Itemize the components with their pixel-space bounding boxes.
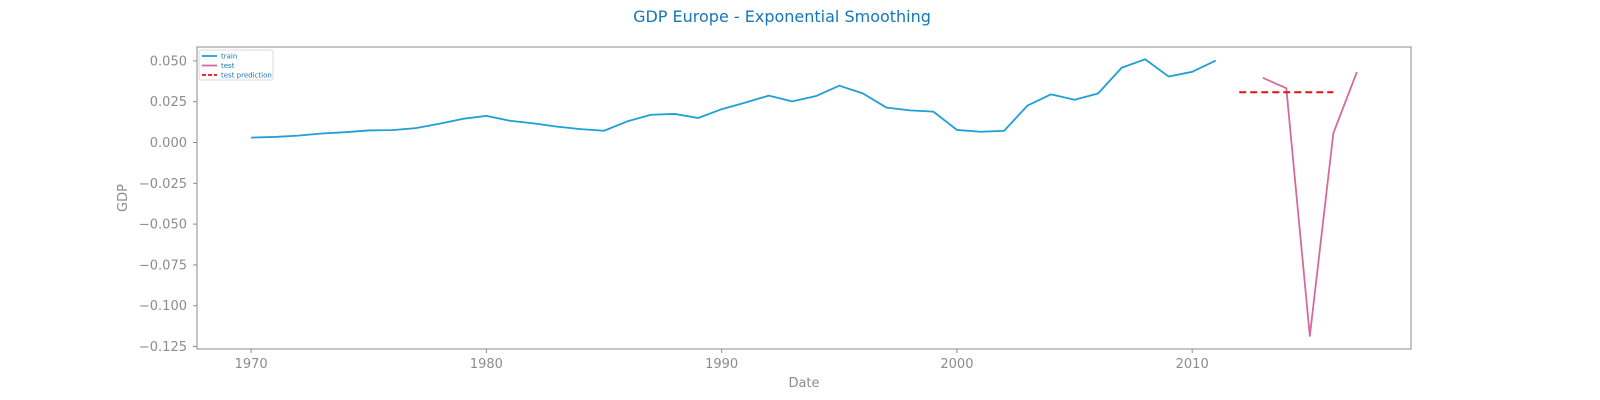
y-tick-label: 0.000: [150, 136, 187, 151]
x-tick-label: 2010: [1176, 357, 1209, 372]
x-tick-label: 1990: [705, 357, 738, 372]
y-tick-label: −0.025: [139, 177, 187, 192]
series-train-line: [251, 58, 1217, 139]
chart-title: GDP Europe - Exponential Smoothing: [633, 7, 931, 26]
x-tick-label: 2000: [940, 357, 973, 372]
x-axis-label: Date: [788, 376, 819, 391]
legend-label: train: [221, 53, 237, 61]
x-axis: 1970 1980 1990 2000 2010: [235, 349, 1209, 372]
y-tick-label: −0.125: [139, 340, 187, 355]
y-tick-label: −0.050: [139, 218, 187, 233]
series-layer: [251, 58, 1358, 337]
plot-area: [196, 46, 1412, 350]
x-tick-label: 1970: [235, 357, 268, 372]
y-tick-label: 0.025: [150, 95, 187, 110]
y-tick-label: 0.050: [150, 54, 187, 69]
legend-box: [198, 49, 274, 81]
y-tick-label: −0.075: [139, 258, 187, 273]
legend-label: test: [221, 62, 235, 70]
series-test-line: [1262, 71, 1358, 337]
y-axis-label: GDP: [116, 184, 131, 212]
legend-label: test prediction: [221, 72, 272, 80]
y-axis: 0.050 0.025 0.000 −0.025 −0.050 −0.075 −0.100 −…: [139, 54, 197, 355]
y-tick-label: −0.100: [139, 299, 187, 314]
x-tick-label: 1980: [470, 357, 503, 372]
